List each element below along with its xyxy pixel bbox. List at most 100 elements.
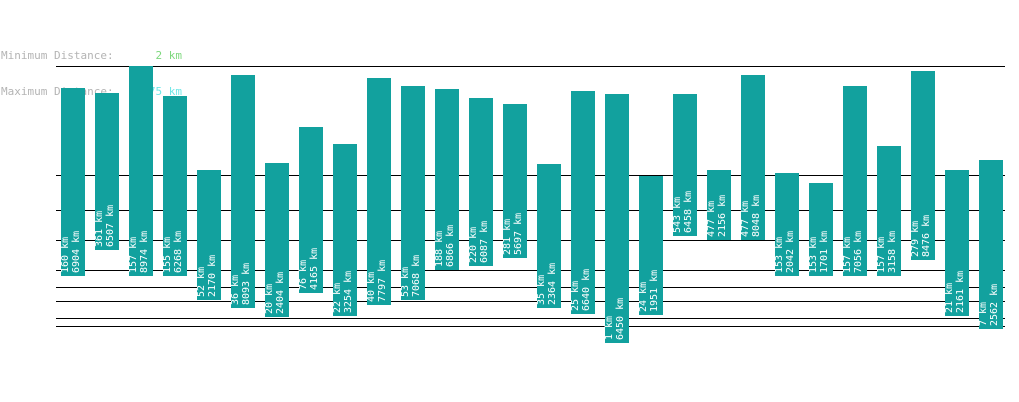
- bar-group: 7 km 2562 km: [978, 160, 1003, 329]
- distance-bar: [809, 183, 833, 276]
- bar-group: 52 km 2170 km: [196, 170, 221, 300]
- distance-bar: [673, 94, 697, 236]
- distance-bar: [775, 173, 799, 276]
- bar-min-label: 153 km: [774, 237, 785, 273]
- bar-group: 20 km 2404 km: [264, 163, 289, 317]
- bar-max-label: 7068 km: [411, 255, 422, 297]
- bar-min-label: 477 km: [740, 201, 751, 237]
- bar-max-label: 1951 km: [649, 270, 660, 312]
- bar-max-label: 6640 km: [581, 269, 592, 311]
- bar-min-label: 543 km: [672, 197, 683, 233]
- bar-group: 160 km 6904 km: [60, 88, 85, 276]
- bar-min-label: 157 km: [876, 237, 887, 273]
- bar-max-label: 1701 km: [819, 231, 830, 273]
- distance-bar: [435, 89, 459, 270]
- bar-group: 40 km 7797 km: [366, 78, 391, 305]
- bar-group: 157 km 7056 km: [842, 86, 867, 276]
- bar-group: 36 km 8093 km: [230, 75, 255, 308]
- distance-bar: [911, 71, 935, 260]
- distance-bar: [979, 160, 1003, 329]
- distance-bar: [163, 96, 187, 276]
- min-distance-row: Minimum Distance: 2 km: [1, 50, 182, 62]
- distance-bar: [503, 104, 527, 258]
- bar-max-label: 8048 km: [751, 195, 762, 237]
- bar-max-label: 6458 km: [683, 191, 694, 233]
- bar-max-label: 4165 km: [309, 248, 320, 290]
- distance-bar: [843, 86, 867, 276]
- bar-group: 361 km 6507 km: [94, 93, 119, 250]
- bar-min-label: 361 km: [94, 211, 105, 247]
- bar-max-label: 2170 km: [207, 255, 218, 297]
- bar-min-label: 36 km: [230, 275, 241, 305]
- bar-max-label: 2161 km: [955, 271, 966, 313]
- bar-min-label: 22 km: [332, 283, 343, 313]
- bar-group: 25 km 6640 km: [570, 91, 595, 314]
- bar-group: 543 km 6458 km: [672, 94, 697, 236]
- distance-bar: [537, 164, 561, 308]
- bar-max-label: 7056 km: [853, 231, 864, 273]
- bar-group: 76 km 4165 km: [298, 127, 323, 293]
- bar-max-label: 5697 km: [513, 213, 524, 255]
- bar-group: 188 km 6866 km: [434, 89, 459, 270]
- bar-min-label: 157 km: [842, 237, 853, 273]
- bar-max-label: 2562 km: [989, 284, 1000, 326]
- bar-min-label: 153 km: [808, 237, 819, 273]
- bar-min-label: 188 km: [434, 231, 445, 267]
- min-distance-value: 2 km: [155, 49, 183, 62]
- bar-min-label: 477 km: [706, 201, 717, 237]
- bar-max-label: 8974 km: [139, 231, 150, 273]
- bar-max-label: 8093 km: [241, 263, 252, 305]
- distance-bar: [197, 170, 221, 300]
- bar-group: 153 km 1701 km: [808, 183, 833, 276]
- distance-bar: [945, 170, 969, 316]
- bar-min-label: 24 km: [638, 282, 649, 312]
- distance-bar: [95, 93, 119, 250]
- distance-bar: [299, 127, 323, 293]
- min-distance-label: Minimum Distance:: [1, 49, 114, 62]
- distance-bar: [231, 75, 255, 308]
- distance-bar: [129, 66, 153, 276]
- distance-bar: [401, 86, 425, 300]
- bar-max-label: 6904 km: [71, 231, 82, 273]
- bar-group: 477 km 8048 km: [740, 75, 765, 240]
- distance-bar: [571, 91, 595, 314]
- bar-min-label: 40 km: [366, 272, 377, 302]
- bar-min-label: 155 km: [162, 237, 173, 273]
- distance-bar: [707, 170, 731, 240]
- bar-group: 281 km 5697 km: [502, 104, 527, 258]
- distance-bar: [639, 176, 663, 315]
- bar-max-label: 3158 km: [887, 231, 898, 273]
- bar-max-label: 2156 km: [717, 195, 728, 237]
- bar-min-label: 157 km: [128, 237, 139, 273]
- distance-bar: [333, 144, 357, 316]
- bar-min-label: 7 km: [978, 302, 989, 326]
- bar-group: 153 km 2042 km: [774, 173, 799, 276]
- bar-min-label: 76 km: [298, 260, 309, 290]
- bar-min-label: 160 km: [60, 237, 71, 273]
- bar-min-label: 1 km: [604, 316, 615, 340]
- distance-bar: [605, 94, 629, 343]
- bar-group: 157 km 3158 km: [876, 146, 901, 276]
- bar-group: 279 km 8476 km: [910, 71, 935, 260]
- bar-group: 24 km 1951 km: [638, 176, 663, 315]
- bar-group: 1 km 6450 km: [604, 94, 629, 343]
- bar-group: 157 km 8974 km: [128, 66, 153, 276]
- bar-min-label: 25 km: [570, 281, 581, 311]
- bar-min-label: 52 km: [196, 267, 207, 297]
- distance-bar: [469, 98, 493, 266]
- distance-bar: [265, 163, 289, 317]
- bar-group: 22 km 3254 km: [332, 144, 357, 316]
- bar-min-label: 279 km: [910, 221, 921, 257]
- bar-max-label: 2364 km: [547, 263, 558, 305]
- bar-max-label: 6507 km: [105, 205, 116, 247]
- bar-min-label: 35 km: [536, 275, 547, 305]
- bar-min-label: 53 km: [400, 267, 411, 297]
- bar-group: 35 km 2364 km: [536, 164, 561, 308]
- bar-group: 53 km 7068 km: [400, 86, 425, 300]
- bar-min-label: 281 km: [502, 219, 513, 255]
- distance-bar: [367, 78, 391, 305]
- distance-bar: [741, 75, 765, 240]
- bar-max-label: 3254 km: [343, 271, 354, 313]
- bar-max-label: 2404 km: [275, 272, 286, 314]
